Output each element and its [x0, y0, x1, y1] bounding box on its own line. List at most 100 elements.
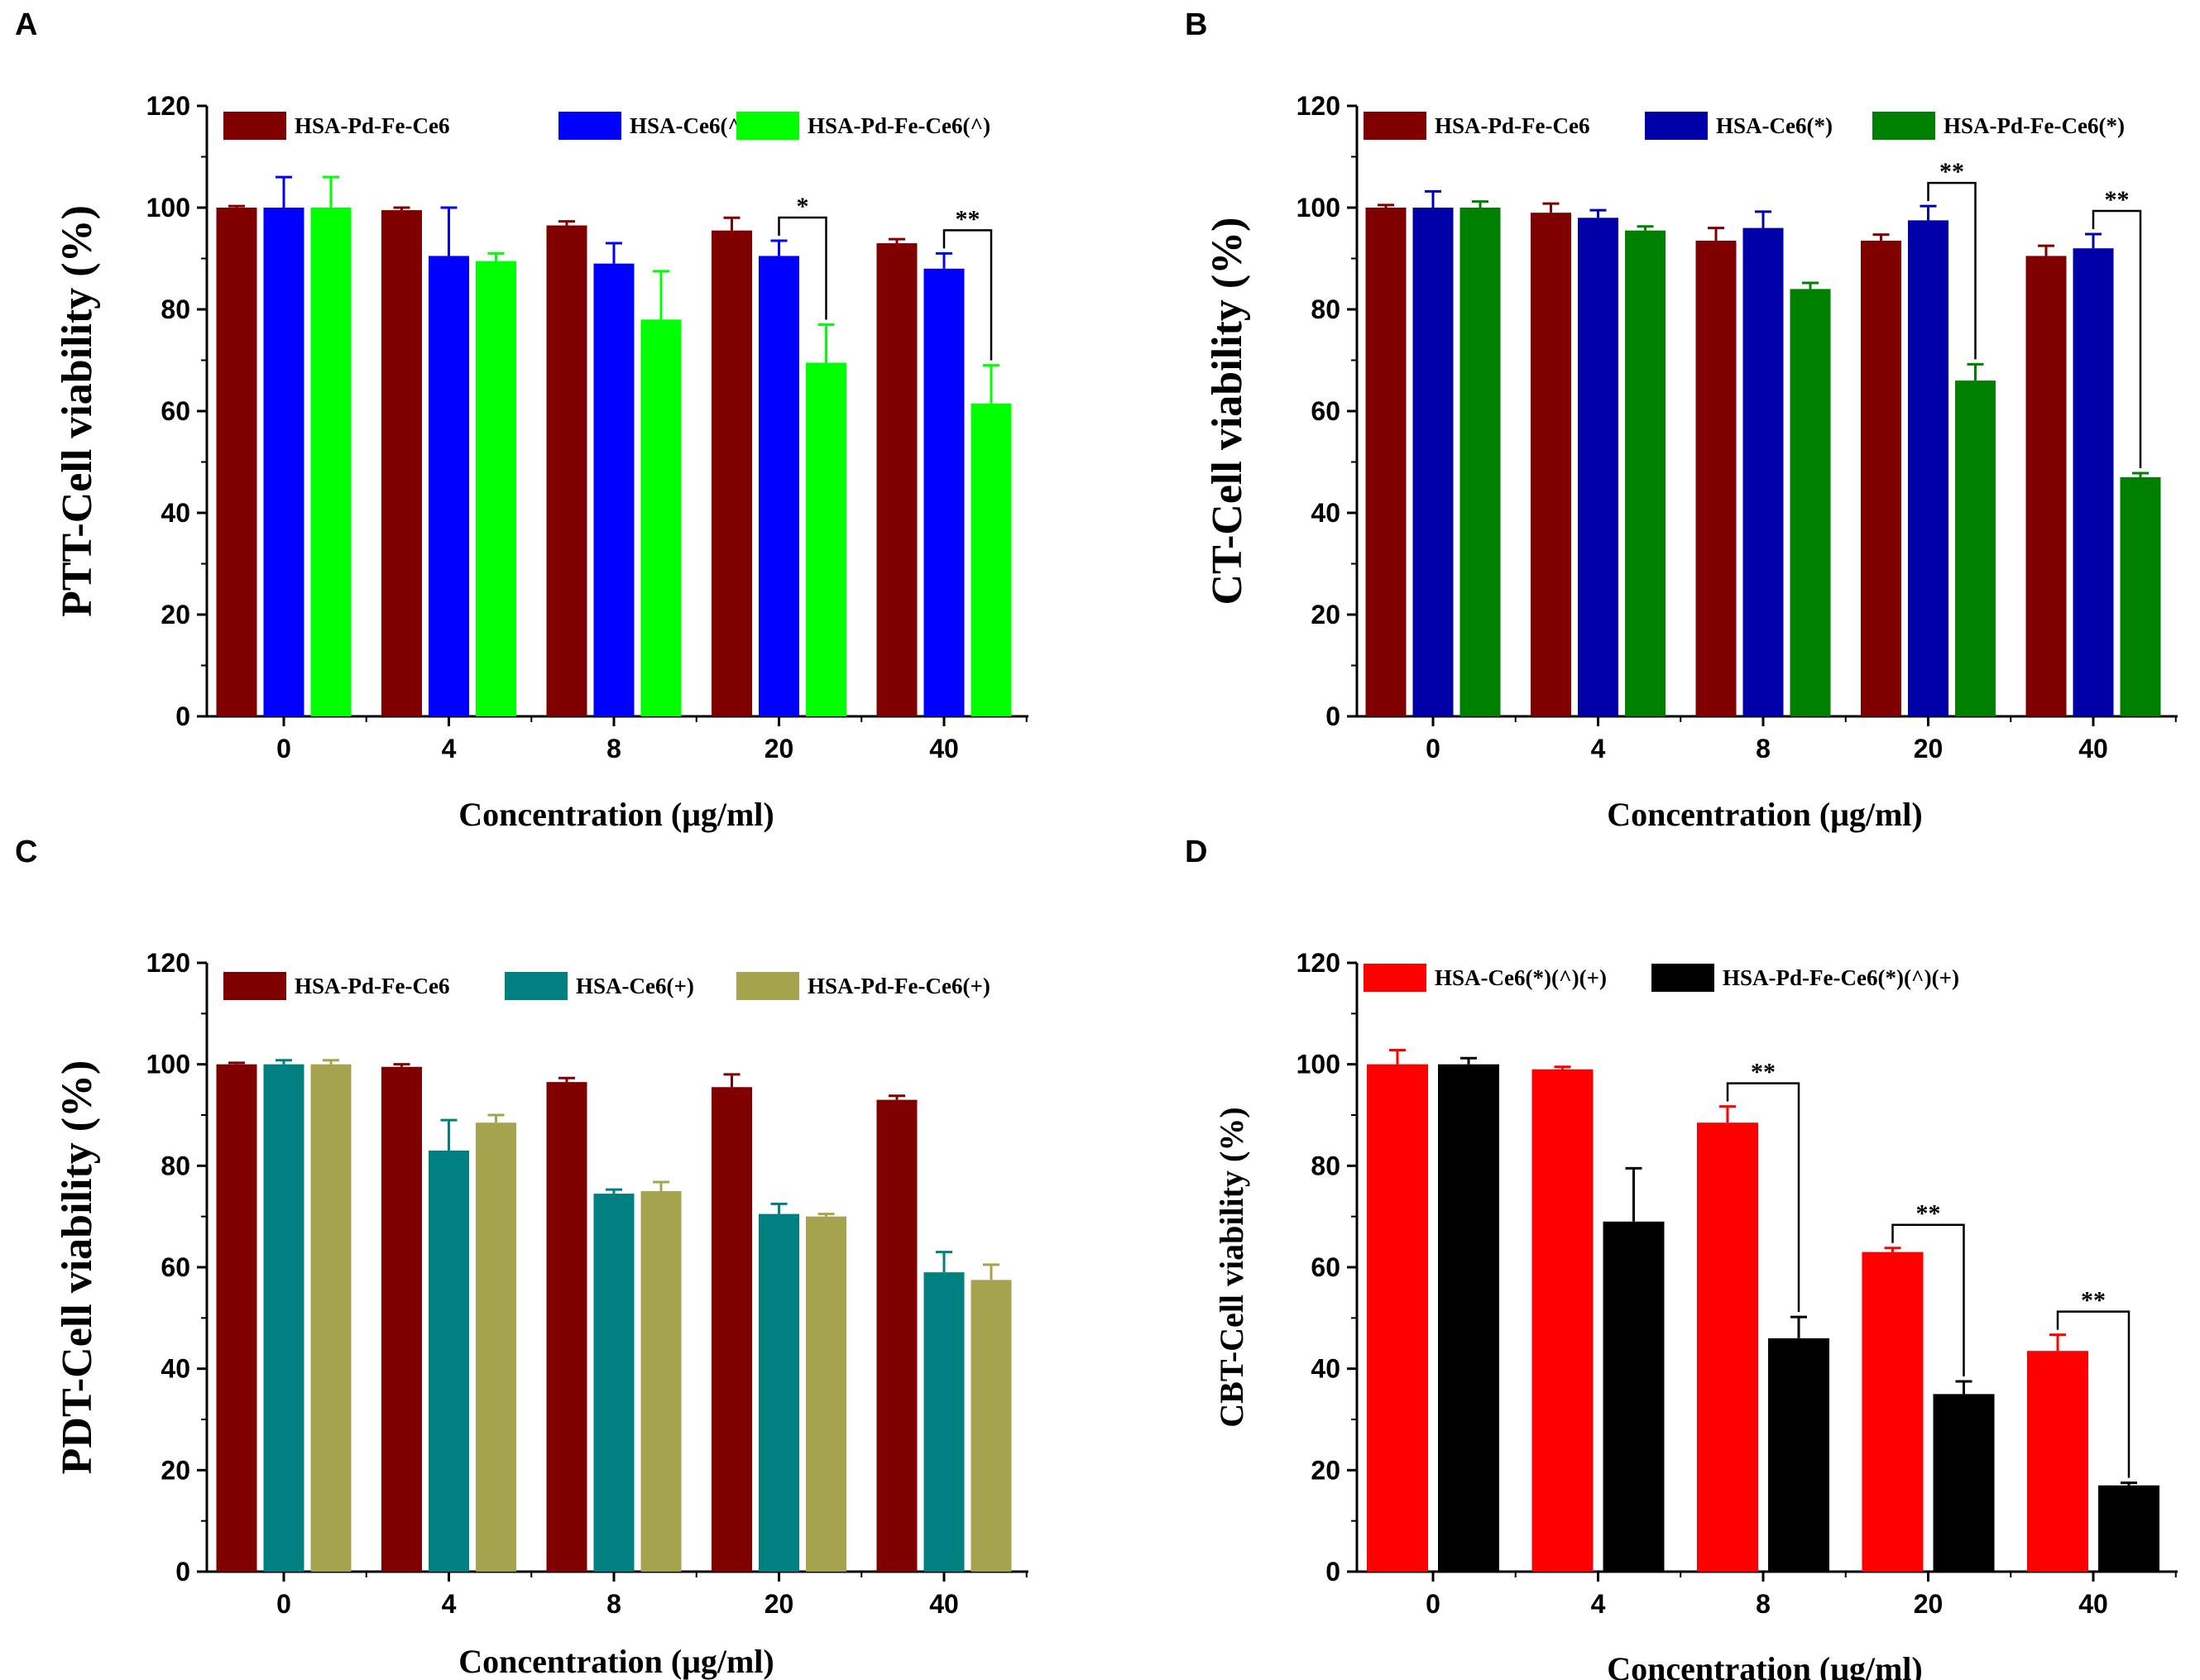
bar: [1955, 381, 1996, 716]
y-tick-label: 80: [161, 1151, 190, 1180]
bar: [2073, 248, 2114, 716]
bar: [923, 1272, 965, 1572]
legend-label: HSA-Pd-Fe-Ce6: [295, 113, 449, 138]
bar: [806, 362, 846, 716]
y-tick-label: 120: [1297, 948, 1340, 978]
legend-swatch: [1364, 964, 1426, 992]
y-tick-label: 0: [175, 701, 190, 731]
legend-label: HSA-Pd-Fe-Ce6: [295, 974, 449, 998]
panel-d: D 0 20 40 60 80 100 120 0 4 8 20 40 ** ** ** HSA-Ce6(*)(…: [1185, 835, 2178, 1680]
significance-label: **: [1916, 1200, 1941, 1228]
y-tick-label: 120: [146, 948, 190, 978]
significance-bracket: [1726, 1082, 1800, 1313]
x-tick-label: 8: [606, 1589, 621, 1619]
y-tick-label: 100: [1297, 1050, 1340, 1079]
legend-label: HSA-Ce6(^): [630, 113, 748, 138]
bar: [381, 210, 422, 716]
x-tick-label: 20: [764, 734, 794, 763]
x-tick-label: 8: [606, 734, 621, 763]
y-tick-label: 20: [1311, 1455, 1340, 1485]
bar: [1742, 227, 1784, 717]
bar: [1603, 1221, 1665, 1572]
bar: [216, 1064, 257, 1572]
legend-swatch: [1872, 112, 1935, 140]
y-tick-label: 120: [1297, 91, 1340, 121]
x-tick-label: 4: [1591, 734, 1606, 763]
bar: [1531, 1069, 1594, 1572]
bar: [1933, 1394, 1995, 1572]
bar: [476, 261, 516, 716]
bar: [876, 1099, 918, 1572]
legend-label: HSA-Pd-Fe-Ce6: [1435, 113, 1589, 138]
bar: [2027, 1351, 2088, 1572]
bar: [923, 268, 965, 716]
bar: [640, 1191, 682, 1572]
panel-letter: C: [15, 835, 37, 869]
legend-label: HSA-Ce6(+): [576, 974, 694, 998]
y-axis-title: PDT-Cell viability (%): [54, 1060, 101, 1475]
bar: [640, 319, 682, 716]
significance-label: **: [1751, 1059, 1776, 1086]
panel-letter: D: [1185, 835, 1207, 869]
bar: [971, 1280, 1012, 1572]
x-tick-label: 0: [1426, 1589, 1440, 1619]
y-tick-label: 20: [1311, 600, 1340, 629]
bar: [1862, 1252, 1924, 1572]
y-tick-label: 20: [161, 1455, 190, 1485]
bar: [429, 1150, 469, 1572]
significance-label: *: [797, 193, 809, 220]
x-axis-title: Concentration (μg/ml): [1607, 796, 1923, 833]
bar: [1365, 208, 1407, 716]
x-axis-title: Concentration (μg/ml): [458, 796, 774, 833]
significance-label: **: [2081, 1287, 2106, 1314]
x-tick-label: 8: [1756, 734, 1771, 763]
x-tick-label: 0: [276, 734, 291, 763]
bar: [712, 1087, 752, 1572]
y-tick-label: 60: [161, 1252, 190, 1282]
legend-swatch: [1645, 112, 1708, 140]
x-tick-label: 4: [442, 734, 457, 763]
x-tick-label: 4: [1591, 1589, 1606, 1619]
y-tick-label: 100: [146, 193, 190, 223]
y-tick-label: 60: [1311, 1252, 1340, 1282]
bar: [1768, 1338, 1829, 1572]
y-tick-label: 0: [175, 1557, 190, 1587]
x-tick-label: 40: [929, 1589, 959, 1619]
bar: [1908, 220, 1948, 716]
bar: [1531, 213, 1571, 716]
bar: [1438, 1064, 1499, 1572]
legend-swatch: [505, 972, 568, 1000]
panel-letter: B: [1185, 7, 1207, 42]
bar: [1695, 240, 1737, 717]
legend-swatch: [223, 972, 286, 1000]
x-tick-label: 40: [2078, 1589, 2108, 1619]
bar: [1367, 1064, 1428, 1572]
bar: [759, 1213, 799, 1572]
bar: [971, 403, 1012, 716]
bar: [1459, 208, 1501, 716]
bar: [546, 1082, 587, 1572]
bar: [1861, 240, 1901, 717]
bar: [429, 256, 469, 716]
bar: [1625, 230, 1666, 716]
significance-bracket: [2056, 1310, 2131, 1478]
y-axis-title: CT-Cell viability (%): [1204, 218, 1251, 605]
bar: [310, 1064, 352, 1572]
bar: [2120, 476, 2161, 716]
y-tick-label: 0: [1325, 1557, 1340, 1587]
y-tick-label: 40: [161, 1354, 190, 1384]
y-axis-title: CBT-Cell viability (%): [1213, 1107, 1250, 1427]
panel-b: B 0 20 40 60 80 100 120 0 4 8 20 40 ** ** HSA-Pd-Fe-Ce6…: [1185, 7, 2178, 833]
bar: [2025, 256, 2067, 716]
y-tick-label: 40: [1311, 498, 1340, 528]
bar: [806, 1216, 846, 1572]
x-tick-label: 40: [2078, 734, 2108, 763]
significance-bracket: [1927, 181, 1977, 360]
y-axis-title: PTT-Cell viability (%): [54, 205, 101, 617]
bar: [593, 1194, 635, 1572]
y-tick-label: 60: [1311, 396, 1340, 426]
legend-swatch: [1651, 964, 1714, 992]
bar: [546, 225, 587, 716]
bar: [263, 1064, 304, 1572]
